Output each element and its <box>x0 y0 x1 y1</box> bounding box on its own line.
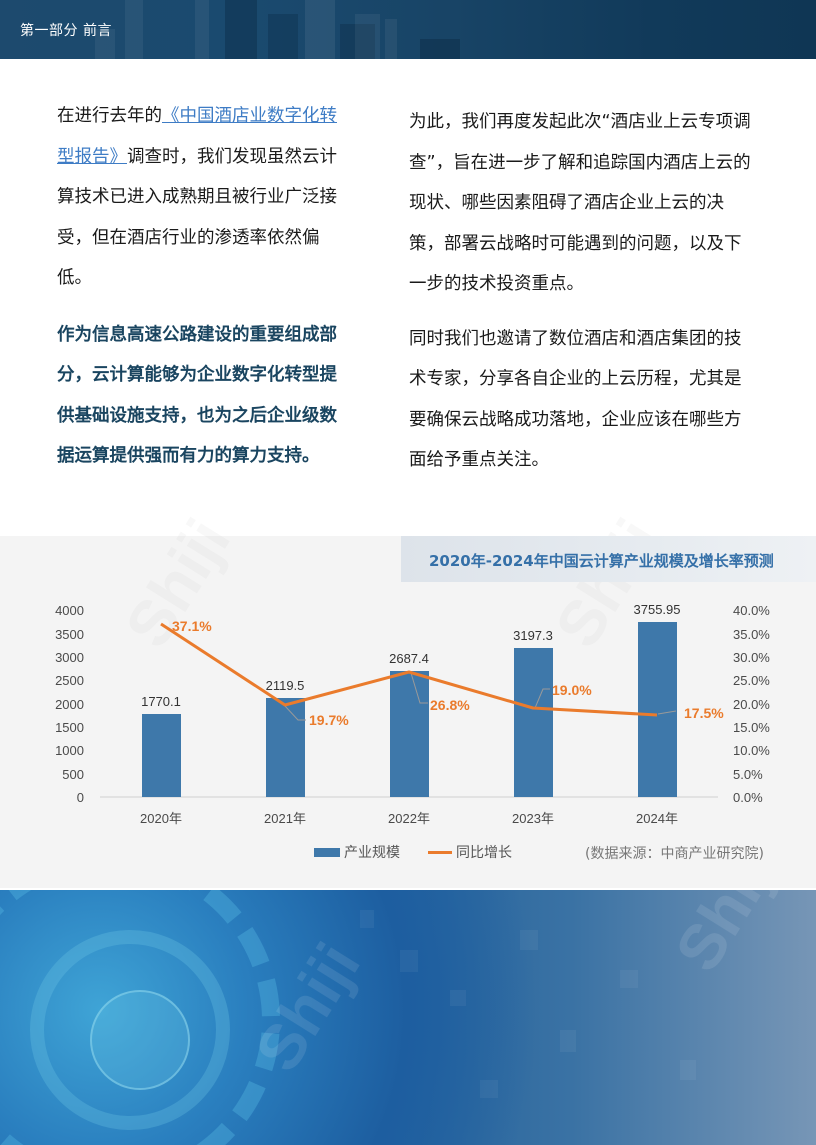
right-axis: 0.0% 5.0% 10.0% 15.0% 20.0% 25.0% 30.0% … <box>733 603 770 805</box>
chart-panel: Shiji Shiji 2020年-2024年中国云计算产业规模及增长率预测 0… <box>0 507 816 888</box>
right-tick: 10.0% <box>733 743 770 758</box>
report-link[interactable]: 《中国酒店业数字化转型报告》 <box>57 106 337 167</box>
legend-label-growth: 同比增长 <box>456 845 512 861</box>
growth-value-label: 26.8% <box>430 697 470 713</box>
chart-legend: 产业规模 同比增长 <box>314 842 512 862</box>
left-tick: 4000 <box>55 603 84 618</box>
right-tick: 0.0% <box>733 790 763 805</box>
left-tick: 1000 <box>55 743 84 758</box>
bar-value-label: 2687.4 <box>389 651 429 666</box>
left-tick: 3500 <box>55 627 84 642</box>
x-tick: 2022年 <box>388 811 430 826</box>
x-tick: 2024年 <box>636 811 678 826</box>
legend-label-scale: 产业规模 <box>344 845 400 861</box>
x-tick: 2021年 <box>264 811 306 826</box>
intro-text-prefix: 在进行去年的 <box>57 106 162 126</box>
x-tick: 2023年 <box>512 811 554 826</box>
bar-2020 <box>142 714 181 797</box>
data-source-note: (数据来源：中商产业研究院) <box>585 846 764 862</box>
right-tick: 5.0% <box>733 767 763 782</box>
left-text-column: 在进行去年的《中国酒店业数字化转型报告》调查时，我们发现虽然云计算技术已进入成熟… <box>57 96 342 477</box>
bar-series <box>142 622 677 797</box>
intro-text-rest: 调查时，我们发现虽然云计算技术已进入成熟期且被行业广泛接受，但在酒店行业的渗透率… <box>57 146 337 289</box>
bar-value-label: 3755.95 <box>634 602 681 617</box>
right-text-column: 为此，我们再度发起此次“酒店业上云专项调查”，旨在进一步了解和追踪国内酒店上云的… <box>409 102 754 481</box>
chart-title: 2020年-2024年中国云计算产业规模及增长率预测 <box>429 552 774 570</box>
growth-line <box>160 622 658 717</box>
legend-line-swatch <box>428 850 452 854</box>
left-tick: 3000 <box>55 650 84 665</box>
bar-2024 <box>638 622 677 797</box>
tech-ring <box>90 990 190 1090</box>
section-title: 第一部分 前言 <box>20 23 112 39</box>
right-tick: 30.0% <box>733 650 770 665</box>
right-tick: 20.0% <box>733 697 770 712</box>
chart-title-box: 2020年-2024年中国云计算产业规模及增长率预测 <box>401 536 816 582</box>
intro-paragraph: 在进行去年的《中国酒店业数字化转型报告》调查时，我们发现虽然云计算技术已进入成熟… <box>57 96 342 299</box>
left-tick: 1500 <box>55 720 84 735</box>
highlight-paragraph: 作为信息高速公路建设的重要组成部分，云计算能够为企业数字化转型提供基础设施支持，… <box>57 324 337 467</box>
right-tick: 25.0% <box>733 673 770 688</box>
x-tick: 2020年 <box>140 811 182 826</box>
growth-value-label: 17.5% <box>684 705 724 721</box>
left-tick: 500 <box>62 767 84 782</box>
left-tick: 2500 <box>55 673 84 688</box>
legend-bar-swatch <box>314 847 340 857</box>
growth-value-label: 19.0% <box>552 682 592 698</box>
experts-paragraph: 同时我们也邀请了数位酒店和酒店集团的技术专家，分享各自企业的上云历程，尤其是要确… <box>409 328 742 471</box>
growth-value-label: 19.7% <box>309 712 349 728</box>
footer-tech-image: Shiji Shiji <box>0 890 816 1145</box>
bar-2023 <box>514 648 553 797</box>
growth-value-label: 37.1% <box>172 618 212 634</box>
watermark: Shiji <box>661 890 794 984</box>
bar-2021 <box>266 698 305 797</box>
bar-value-label: 1770.1 <box>141 694 181 709</box>
left-axis: 0 500 1000 1500 2000 2500 3000 3500 4000 <box>55 603 84 805</box>
bar-value-label: 3197.3 <box>513 628 553 643</box>
survey-purpose-paragraph: 为此，我们再度发起此次“酒店业上云专项调查”，旨在进一步了解和追踪国内酒店上云的… <box>409 112 751 294</box>
bar-value-label: 2119.5 <box>266 678 305 693</box>
left-tick: 2000 <box>55 697 84 712</box>
right-tick: 15.0% <box>733 720 770 735</box>
right-tick: 40.0% <box>733 603 770 618</box>
right-tick: 35.0% <box>733 627 770 642</box>
left-tick: 0 <box>77 790 84 805</box>
combo-chart: 0 500 1000 1500 2000 2500 3000 3500 4000… <box>55 602 770 826</box>
section-header-banner: 第一部分 前言 <box>0 0 816 59</box>
bar-2022 <box>390 671 429 797</box>
label-leader-lines <box>284 672 677 721</box>
